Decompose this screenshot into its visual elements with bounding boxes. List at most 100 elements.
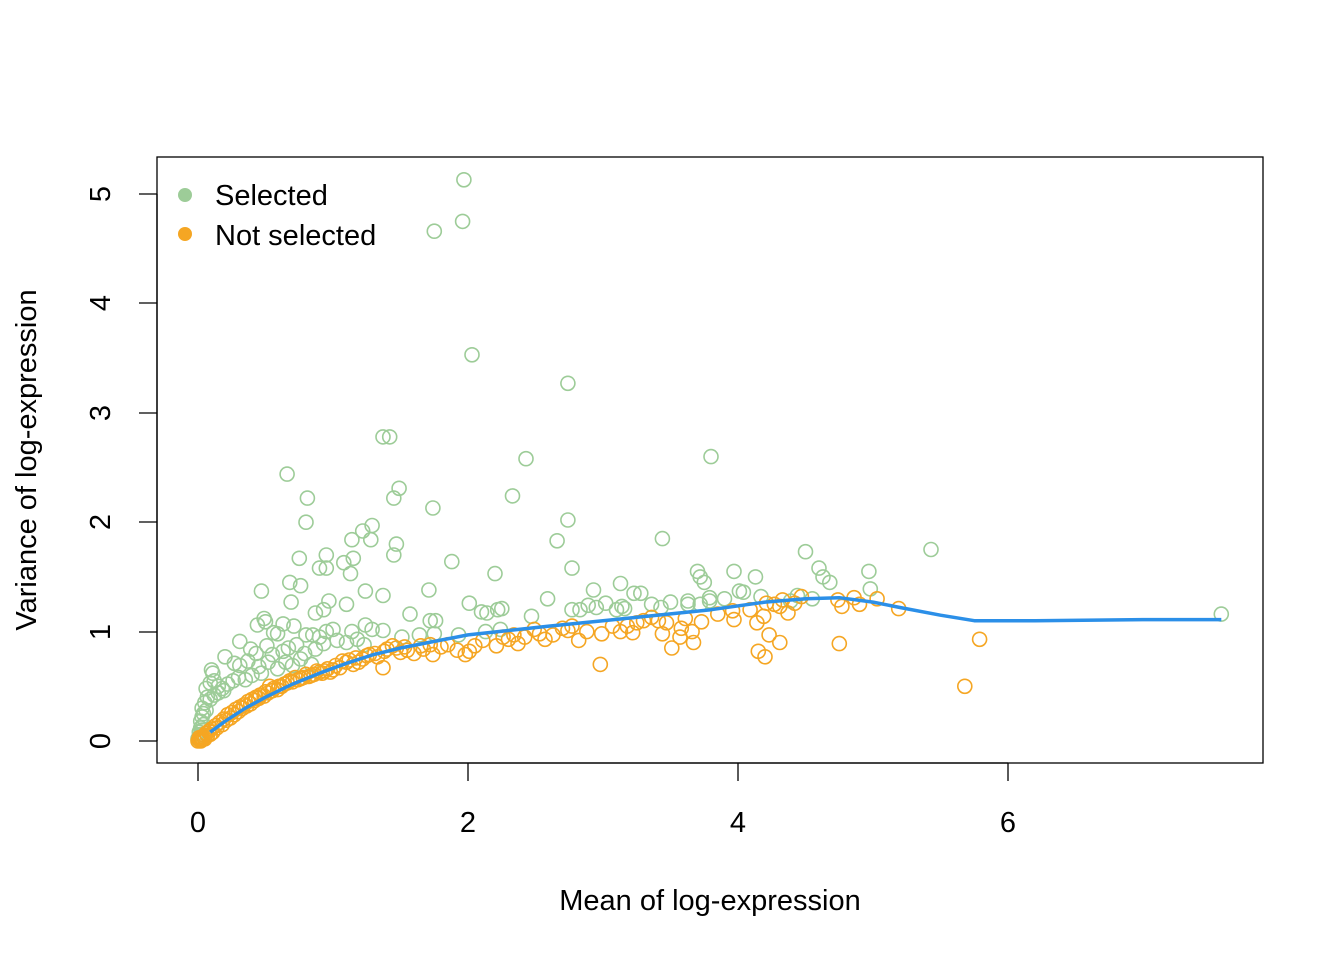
point-not-selected — [537, 631, 553, 648]
point-selected — [473, 604, 490, 620]
point-selected — [797, 543, 814, 560]
point-selected — [487, 565, 503, 582]
point-selected — [321, 593, 337, 609]
point-selected — [275, 616, 291, 632]
point-not-selected — [771, 634, 788, 651]
point-selected — [923, 541, 939, 558]
point-selected — [696, 574, 713, 591]
point-not-selected — [971, 631, 988, 648]
point-selected — [249, 617, 266, 633]
point-selected — [523, 608, 540, 625]
point-selected — [242, 641, 259, 657]
y-axis: 0 1 2 3 4 5 Variance of log-expression — [11, 186, 158, 749]
point-selected — [318, 623, 335, 640]
point-selected — [364, 621, 380, 638]
point-selected — [215, 682, 232, 699]
point-selected — [357, 583, 374, 599]
point-selected — [394, 629, 410, 645]
point-not-selected — [956, 678, 973, 695]
point-selected — [703, 448, 719, 465]
point-selected — [811, 560, 827, 576]
point-selected — [701, 593, 718, 609]
point-selected — [279, 466, 295, 482]
point-selected — [391, 480, 407, 497]
y-tick-label: 1 — [85, 624, 117, 640]
point-selected — [504, 488, 521, 504]
point-not-selected — [684, 623, 700, 640]
x-axis-title: Mean of log-expression — [559, 885, 860, 917]
point-not-selected — [564, 618, 580, 634]
trend-line — [209, 595, 1222, 734]
point-selected — [342, 565, 359, 582]
point-selected — [402, 606, 418, 622]
point-selected — [375, 429, 391, 445]
point-not-selected — [457, 646, 474, 663]
point-selected — [643, 596, 660, 613]
point-selected — [585, 582, 602, 598]
point-not-selected — [757, 648, 773, 665]
x-tick-label: 2 — [460, 807, 476, 839]
point-selected — [281, 574, 298, 591]
point-not-selected — [461, 643, 478, 660]
point-selected — [464, 346, 480, 363]
point-selected — [385, 490, 402, 506]
y-tick-label: 2 — [85, 514, 117, 530]
point-selected — [329, 632, 345, 649]
point-selected — [388, 536, 405, 552]
point-selected — [518, 450, 534, 467]
point-not-selected — [570, 632, 587, 649]
point-not-selected — [761, 627, 777, 643]
point-selected — [426, 223, 443, 239]
point-selected — [288, 636, 305, 653]
point-selected — [253, 665, 270, 682]
point-not-selected — [673, 620, 690, 637]
legend-marker-selected — [178, 188, 192, 202]
point-selected — [345, 550, 362, 567]
point-selected — [318, 560, 335, 576]
point-selected — [264, 646, 281, 663]
point-selected — [307, 605, 324, 621]
point-selected — [726, 563, 742, 580]
x-tick-label: 4 — [730, 807, 746, 839]
point-not-selected — [242, 695, 259, 712]
point-selected — [614, 598, 630, 615]
point-selected — [232, 633, 248, 650]
point-selected — [580, 597, 597, 614]
point-not-selected — [592, 656, 609, 673]
point-not-selected — [230, 703, 247, 720]
point-selected — [375, 587, 391, 604]
point-selected — [205, 665, 221, 682]
y-axis-title: Variance of log-expression — [11, 289, 43, 630]
legend-marker-not-selected — [178, 227, 192, 241]
point-selected — [443, 553, 460, 570]
point-selected — [344, 531, 360, 548]
point-selected — [325, 621, 341, 638]
y-tick-label: 5 — [85, 186, 117, 202]
point-selected — [362, 531, 379, 548]
trend-layer — [209, 595, 1222, 734]
point-selected — [315, 601, 332, 618]
x-tick-label: 6 — [1000, 807, 1016, 839]
point-selected — [456, 172, 472, 188]
x-axis: 0 2 4 6 Mean of log-expression — [190, 762, 1016, 917]
point-selected — [253, 583, 270, 599]
legend-label-selected: Selected — [215, 180, 328, 212]
point-selected — [821, 574, 838, 591]
point-not-selected — [466, 637, 483, 654]
point-selected — [626, 585, 642, 602]
point-selected — [539, 590, 556, 607]
point-selected — [244, 667, 260, 684]
point-not-selected — [851, 596, 868, 613]
point-selected — [454, 213, 471, 230]
legend-label-not-selected: Not selected — [215, 220, 376, 252]
point-selected — [298, 514, 314, 531]
point-selected — [588, 599, 605, 616]
point-not-selected — [685, 634, 702, 651]
point-selected — [747, 569, 764, 585]
point-selected — [318, 547, 335, 563]
x-tick-label: 0 — [190, 807, 206, 839]
point-selected — [560, 375, 576, 392]
point-selected — [259, 637, 275, 654]
point-not-selected — [749, 614, 765, 631]
point-not-selected — [831, 635, 848, 652]
